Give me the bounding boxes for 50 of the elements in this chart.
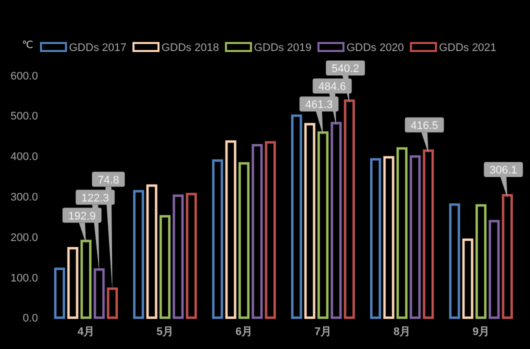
bar — [212, 159, 224, 319]
y-tick-label: 300.0 — [10, 192, 38, 204]
bar — [462, 238, 474, 319]
x-tick-label: 4月 — [77, 326, 95, 338]
data-label: 306.1 — [490, 164, 518, 177]
bar — [476, 204, 486, 319]
legend-label: GDDs 2020 — [346, 42, 404, 54]
bar — [370, 158, 382, 319]
bar — [67, 247, 78, 319]
data-label: 416.5 — [410, 120, 438, 132]
x-tick-label: 9月 — [472, 326, 490, 338]
y-tick-label: 200.0 — [10, 232, 38, 244]
bar — [410, 155, 421, 319]
data-label: 484.6 — [318, 80, 346, 93]
bar — [160, 215, 170, 319]
legend-label: GDDs 2017 — [69, 42, 126, 54]
bar — [172, 194, 184, 319]
bar — [396, 147, 408, 319]
bar — [488, 220, 500, 319]
x-tick-label: 5月 — [156, 326, 174, 338]
bar — [186, 192, 197, 319]
y-tick-label: 100.0 — [10, 272, 38, 284]
legend-label: GDDs 2018 — [161, 42, 219, 54]
y-tick-label: 600.0 — [10, 70, 38, 82]
data-label: 540.2 — [332, 62, 360, 75]
bar — [252, 144, 263, 319]
bar — [264, 141, 276, 319]
data-label: 461.3 — [305, 98, 333, 111]
bar — [133, 190, 144, 319]
bar — [225, 140, 236, 319]
y-tick-label: 0.0 — [22, 312, 38, 325]
y-tick-label: 400.0 — [10, 151, 38, 164]
data-label: 122.3 — [81, 192, 109, 204]
bar — [146, 184, 158, 319]
data-label: 74.8 — [98, 174, 120, 186]
bar — [106, 287, 118, 319]
legend-label: GDDs 2019 — [254, 42, 312, 54]
bar — [54, 268, 66, 319]
bar — [291, 114, 302, 319]
x-tick-label: 7月 — [314, 326, 332, 338]
bar — [449, 203, 460, 319]
y-tick-label: 500.0 — [10, 110, 38, 123]
x-tick-label: 8月 — [393, 326, 411, 338]
data-label: 192.9 — [68, 210, 96, 222]
bar — [304, 122, 316, 319]
y-axis-title: ℃ — [22, 40, 34, 51]
x-tick-label: 6月 — [235, 326, 253, 338]
legend-label: GDDs 2021 — [438, 42, 496, 54]
bar — [383, 156, 394, 319]
bar — [238, 162, 250, 319]
